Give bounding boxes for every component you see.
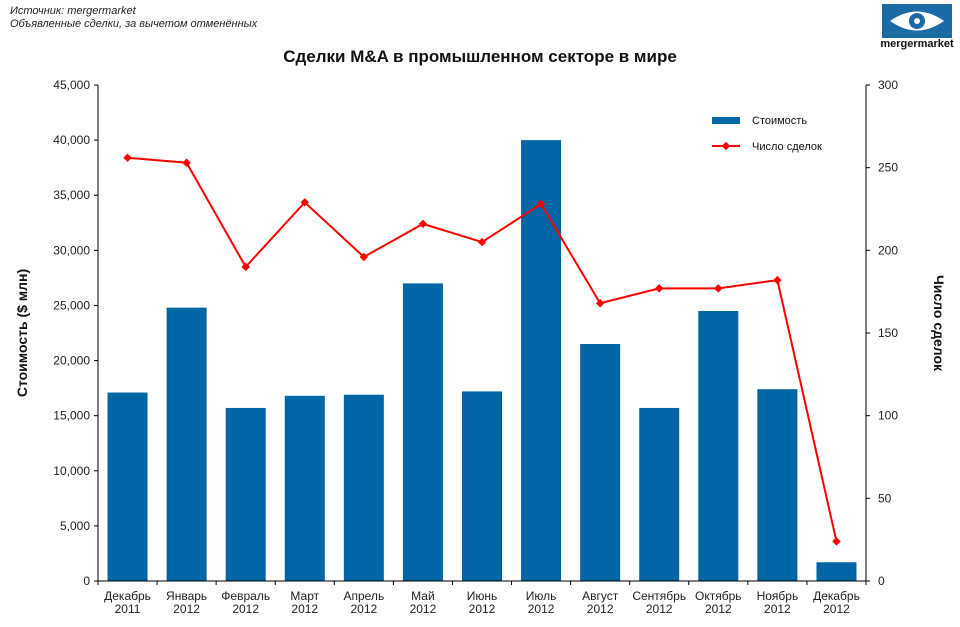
x-tick-label: Октябрь 2012 (695, 589, 742, 616)
bar (698, 310, 739, 581)
x-tick-label: Февраль 2012 (221, 589, 270, 616)
x-tick-label: Апрель 2012 (343, 589, 384, 616)
x-tick-label: Май 2012 (410, 589, 437, 616)
left-tick-label: 45,000 (53, 78, 90, 92)
legend-label-value: Стоимость (752, 115, 807, 127)
bar (757, 389, 798, 581)
legend-label-count: Число сделок (752, 141, 822, 153)
y-left-axis-title: Стоимость ($ млн) (14, 269, 30, 397)
source-description: Объявленные сделки, за вычетом отменённы… (10, 18, 258, 30)
x-tick-label: Декабрь 2011 (104, 589, 151, 616)
left-tick-label: 25,000 (53, 298, 90, 312)
source-line: Источник: mergermarket (10, 5, 136, 17)
left-tick-label: 40,000 (53, 133, 90, 147)
x-tick-label: Сентябрь 2012 (632, 589, 686, 616)
chart-title: Сделки M&A в промышленном секторе в мире (283, 47, 677, 66)
line-point (595, 298, 605, 308)
x-tick-label: Март 2012 (290, 589, 319, 616)
left-tick-label: 15,000 (53, 409, 90, 423)
left-tick-label: 30,000 (53, 243, 90, 257)
x-tick-label: Декабрь 2012 (813, 589, 860, 616)
line-point (832, 537, 841, 546)
x-tick-label: Август 2012 (582, 589, 619, 616)
bar (166, 307, 207, 581)
line-point (241, 262, 250, 272)
axes-layer: 0 5,000 10,000 15,000 20,000 25,000 30,000 35,0… (14, 78, 947, 616)
line-point (300, 198, 310, 207)
line-layer (123, 153, 841, 546)
legend: Стоимость Число сделок (712, 115, 822, 153)
left-tick-label: 20,000 (53, 354, 90, 368)
right-tick-label: 50 (878, 491, 892, 505)
logo-text: mergermarket (880, 38, 954, 50)
source-note: Источник: mergermarket Объявленные сделк… (10, 5, 257, 31)
line-point (182, 158, 191, 167)
legend-swatch-bar (712, 117, 740, 124)
y-right-axis-title: Число сделок (931, 275, 947, 372)
bar (225, 407, 266, 581)
right-tick-label: 100 (878, 409, 898, 423)
bar (816, 562, 857, 581)
left-tick-label: 5,000 (60, 519, 90, 533)
left-tick-label: 0 (83, 574, 90, 588)
bar (343, 394, 384, 581)
left-tick-label: 35,000 (53, 188, 90, 202)
right-tick-label: 150 (878, 326, 898, 340)
bar (402, 283, 443, 581)
line-point (418, 219, 428, 229)
right-tick-label: 300 (878, 78, 898, 92)
left-tick-label: 10,000 (53, 464, 90, 478)
bar (462, 391, 502, 581)
x-tick-label: Январь 2012 (166, 589, 207, 616)
right-tick-label: 250 (878, 161, 898, 175)
right-tick-label: 0 (878, 574, 885, 588)
line-point (773, 275, 782, 285)
bar (107, 392, 148, 581)
bars-layer (107, 140, 857, 581)
line-point (123, 153, 132, 162)
line-point (477, 237, 487, 247)
line-point (714, 284, 723, 293)
bar (639, 407, 680, 581)
x-tick-label: Июнь 2012 (467, 589, 498, 616)
legend-swatch-marker (721, 141, 731, 151)
bar (284, 395, 325, 581)
x-tick-label: Июль 2012 (526, 589, 557, 616)
right-tick-label: 200 (878, 243, 898, 257)
mergermarket-logo (882, 4, 952, 38)
x-tick-label: Ноябрь 2012 (757, 589, 799, 616)
bar (580, 344, 621, 581)
line-point (654, 284, 664, 293)
